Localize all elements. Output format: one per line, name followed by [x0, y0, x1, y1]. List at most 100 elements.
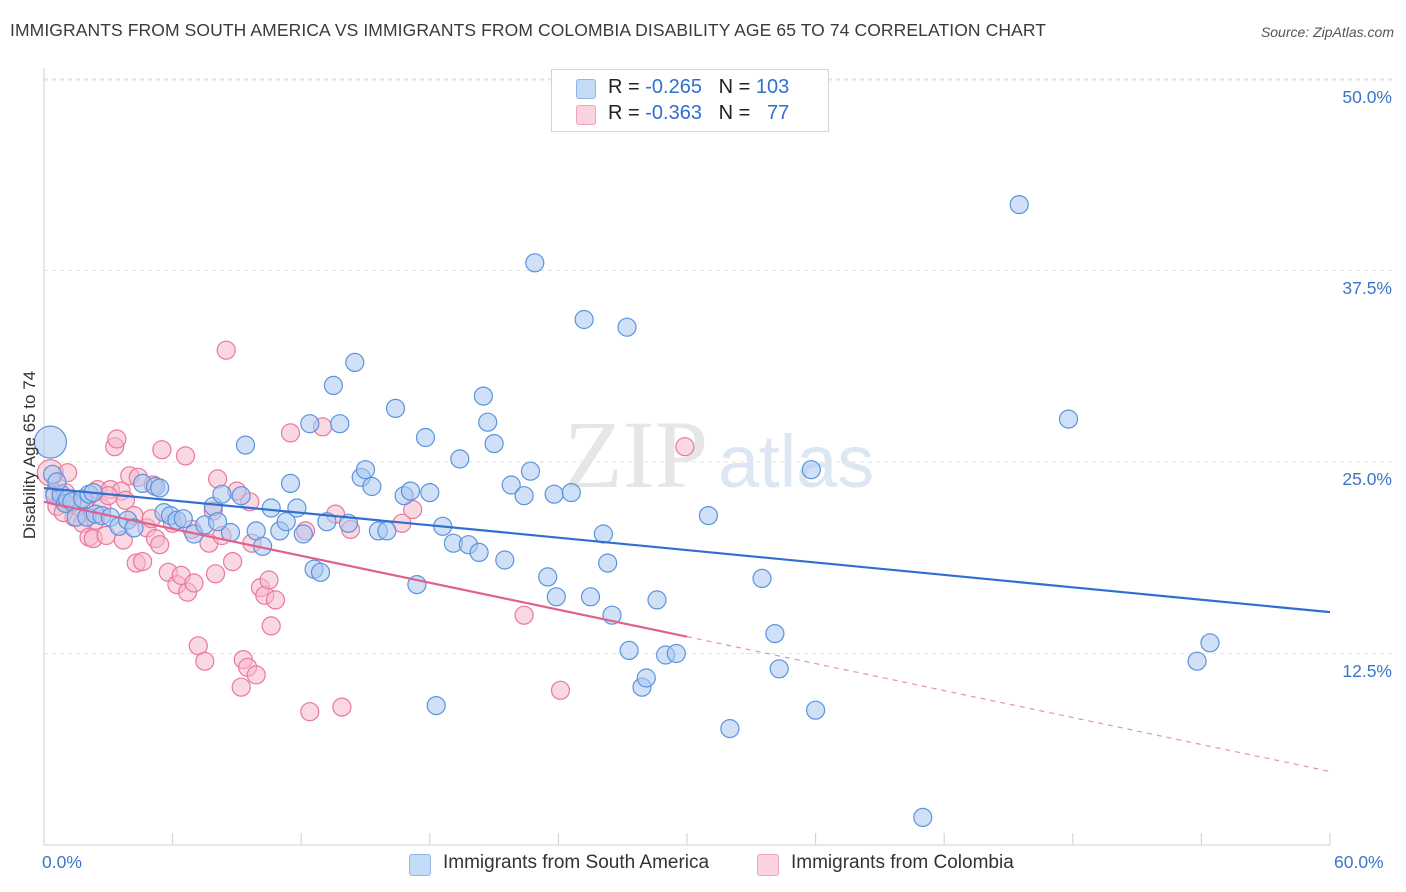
colombia-trend-line [43, 500, 688, 638]
colombia-point [300, 702, 320, 722]
legend-r-label: R = [608, 102, 646, 124]
south-america-point [574, 309, 594, 330]
south-america-point [525, 253, 545, 273]
colombia-point [280, 423, 301, 443]
south-america-point [400, 481, 421, 501]
south-america-point [420, 483, 440, 503]
south-america-point [310, 562, 331, 582]
south-america-point [362, 476, 382, 497]
colombia-point [223, 551, 243, 572]
colombia-point [332, 697, 352, 717]
source-label: Source: ZipAtlas.com [1260, 24, 1394, 40]
south-america-point [765, 623, 785, 644]
south-america-point [1187, 651, 1207, 671]
south-america-point [300, 414, 320, 434]
south-america-points [33, 195, 1220, 828]
colombia-point [216, 340, 236, 360]
south-america-point [280, 473, 301, 493]
colombia-trend-extension [686, 636, 1331, 773]
legend-r-value: -0.363 [645, 102, 702, 124]
south-america-point [1009, 195, 1029, 215]
south-america-point [561, 483, 581, 503]
south-america-point [469, 542, 489, 563]
south-america-point [580, 587, 601, 607]
legend-swatch-pink [576, 105, 596, 125]
colombia-point [107, 429, 127, 449]
legend-swatch-blue [576, 79, 596, 99]
colombia-point [259, 570, 279, 590]
south-america-point [450, 449, 470, 469]
south-america-point [330, 414, 350, 434]
legend-n-value: 103 [755, 76, 790, 98]
bottom-legend-swatch-pink [757, 854, 779, 876]
colombia-point [246, 665, 266, 685]
south-america-point [647, 590, 667, 610]
trend-lines [43, 486, 1331, 773]
south-america-point [1058, 409, 1079, 429]
south-america-point [636, 668, 656, 688]
gridlines [44, 78, 1392, 654]
south-america-point [293, 524, 313, 544]
south-america-point [913, 807, 933, 828]
legend-r-value: -0.265 [645, 76, 702, 98]
south-america-point [619, 640, 639, 661]
colombia-point [514, 605, 534, 625]
south-america-point [345, 352, 365, 372]
south-america-point [546, 587, 566, 607]
south-america-point [484, 434, 504, 454]
y-tick-label: 12.5% [1342, 661, 1392, 681]
x-tick-label: 60.0% [1334, 852, 1384, 872]
south-america-point [276, 512, 296, 532]
colombia-point [152, 440, 172, 460]
south-america-point [235, 435, 256, 455]
colombia-point [550, 680, 571, 700]
colombia-point [175, 446, 196, 466]
south-america-point [473, 386, 493, 406]
colombia-point [150, 535, 170, 555]
colombia-point [205, 564, 226, 584]
y-axis-label: Disability Age 65 to 74 [20, 370, 39, 540]
south-america-point [377, 521, 397, 541]
south-america-point [769, 659, 789, 679]
south-america-point [520, 461, 541, 481]
colombia-point [675, 437, 695, 457]
south-america-point [514, 486, 534, 506]
south-america-point [593, 524, 614, 544]
colombia-point [133, 551, 153, 572]
bottom-legend-label: Immigrants from Colombia [791, 852, 1014, 873]
colombia-point [195, 651, 215, 671]
x-tick-label: 0.0% [42, 852, 82, 872]
bottom-legend-swatch-blue [409, 854, 431, 876]
south-america-point [1200, 633, 1220, 653]
colombia-point [403, 499, 423, 520]
watermark: ZIP atlas [564, 401, 874, 508]
south-america-point [495, 550, 515, 570]
south-america-point [805, 700, 826, 720]
y-tick-label: 25.0% [1342, 469, 1392, 489]
legend-n-label: N = [718, 76, 756, 98]
south-america-point [150, 478, 170, 498]
south-america-point [212, 484, 232, 504]
colombia-point [231, 677, 251, 697]
south-america-point [478, 412, 498, 432]
south-america-point [173, 509, 193, 529]
legend-n-value: 77 [767, 102, 790, 124]
south-america-point [501, 475, 521, 495]
south-america-point [544, 484, 564, 504]
south-america-point [720, 718, 740, 739]
south-america-point [698, 505, 719, 526]
legend-n-label: N = [718, 102, 756, 124]
south-america-point [287, 498, 307, 518]
south-america-point [415, 427, 436, 448]
south-america-point [385, 398, 406, 418]
south-america-point [33, 425, 68, 459]
south-america-point [666, 643, 686, 664]
colombia-point [261, 616, 281, 636]
south-america-point [323, 375, 343, 395]
south-america-point [426, 695, 446, 716]
bottom-legend-label: Immigrants from South America [443, 852, 710, 873]
south-america-point [261, 498, 281, 518]
legend-r-label: R = [608, 76, 646, 98]
south-america-point [355, 460, 376, 480]
